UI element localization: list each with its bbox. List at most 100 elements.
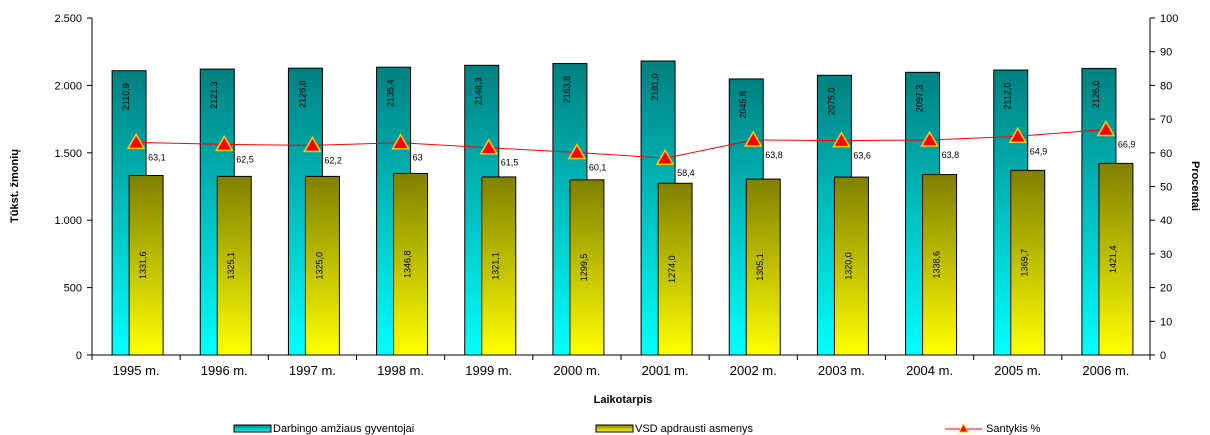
bar-label-working-age: 2128,8 [297,80,307,108]
y2-tick-label: 40 [1160,215,1172,227]
bar-label-vsd-insured: 1421,4 [1108,245,1118,273]
bar-vsd-insured [833,176,869,356]
bar-label-working-age: 2126,0 [1091,81,1101,109]
y2-tick-label: 80 [1160,80,1172,92]
x-tick-label: 1998 m. [377,363,424,378]
legend-label-bar1: Darbingo amžiaus gyventojai [273,423,414,435]
x-tick-label: 2006 m. [1082,363,1129,378]
ratio-label: 63,8 [765,150,783,160]
bar-label-vsd-insured: 1346,8 [403,250,413,278]
bar-label-working-age: 2135,4 [386,79,396,107]
x-tick-label: 1995 m. [113,363,160,378]
x-tick-label: 2000 m. [553,363,600,378]
bar-label-working-age: 2148,3 [474,78,484,106]
ratio-label: 61,5 [501,158,519,168]
bar-label-working-age: 2121,3 [209,81,219,109]
ratio-label: 64,9 [1030,146,1048,156]
ratio-label: 66,9 [1118,140,1136,150]
bar-vsd-insured [393,172,429,356]
y-tick-label: 2.000 [54,80,82,92]
bar-label-working-age: 2181,0 [650,73,660,101]
legend-item-bar2[interactable]: VSD apdrausti asmenys [595,423,753,435]
x-tick-label: 2001 m. [642,363,689,378]
legend-marker-line [958,422,969,433]
ratio-label: 62,5 [236,154,254,164]
y-tick-label: 1.000 [54,215,82,227]
y2-tick-label: 100 [1160,13,1178,25]
legend-swatch-bar2 [595,424,634,433]
x-tick-label: 1997 m. [289,363,336,378]
y2-tick-label: 30 [1160,249,1172,261]
ratio-marker [391,133,410,150]
ratio-label: 63 [413,153,423,163]
ratio-marker [920,130,939,147]
ratio-label: 63,6 [853,151,871,161]
y2-tick-label: 20 [1160,283,1172,295]
y-tick-label: 1.500 [54,148,82,160]
legend-swatch-bar1 [233,424,272,433]
bar-label-vsd-insured: 1320,0 [843,252,853,280]
bar-vsd-insured [481,176,517,356]
bar-vsd-insured [922,174,958,356]
ratio-marker [479,138,499,155]
ratio-label: 62,2 [324,155,342,165]
y-tick-label: 500 [64,283,82,295]
x-axis-title: Laikotarpis [594,394,653,406]
ratio-marker [126,132,146,150]
bar-label-vsd-insured: 1325,0 [314,252,324,280]
bar-label-working-age: 2097,3 [915,85,925,113]
y-tick-label: 0 [76,350,82,362]
x-tick-label: 2004 m. [906,363,953,378]
ratio-marker [1096,120,1116,137]
bar-label-working-age: 2112,0 [1003,83,1013,110]
bar-label-working-age: 2045,8 [738,91,748,119]
ratio-marker [655,148,675,165]
y2-axis-title: Procentai [1189,161,1201,211]
y-tick-label: 2.500 [54,13,82,25]
y2-tick-label: 0 [1160,350,1166,362]
ratio-marker [303,135,322,153]
ratio-marker [743,130,763,147]
bar-label-working-age: 2163,8 [562,76,572,104]
y2-tick-label: 90 [1160,47,1172,59]
bar-vsd-insured [1010,169,1046,356]
x-tick-label: 2002 m. [730,363,777,378]
legend: Darbingo amžiaus gyventojai VSD apdraust… [233,422,1041,435]
legend-label-line: Santykis % [986,423,1041,435]
legend-label-bar2: VSD apdrausti asmenys [635,423,753,435]
bar-label-working-age: 2110,9 [121,83,131,110]
bar-label-vsd-insured: 1325,1 [226,252,236,280]
bar-label-vsd-insured: 1331,6 [138,251,148,279]
ratio-marker [567,142,587,160]
ratio-label: 58,4 [677,168,695,178]
ratio-marker [832,131,851,148]
bar-vsd-insured [657,182,693,356]
ratio-label: 63,1 [148,152,166,162]
bar-label-vsd-insured: 1338,6 [932,251,942,279]
bar-label-working-age: 2075,0 [826,88,836,116]
y2-tick-label: 70 [1160,114,1172,126]
ratio-label: 63,8 [942,150,960,160]
bar-label-vsd-insured: 1274,0 [667,255,677,283]
y2-tick-label: 10 [1160,316,1172,328]
bar-vsd-insured [216,175,252,356]
ratio-marker [214,134,234,152]
bar-label-vsd-insured: 1305,1 [755,253,765,281]
bar-label-vsd-insured: 1321,1 [491,252,501,280]
legend-item-line[interactable]: Santykis % [945,422,1041,435]
bar-vsd-insured [745,178,781,356]
x-tick-label: 1996 m. [201,363,248,378]
bar-label-vsd-insured: 1369,7 [1020,249,1030,277]
ratio-line [136,129,1106,159]
y2-tick-label: 60 [1160,148,1172,160]
bar-vsd-insured [1098,162,1134,356]
bar-vsd-insured [304,175,340,356]
bar-vsd-insured [128,175,164,356]
y-axis-title: Tūkst. žmonių [9,149,21,223]
ratio-marker [1008,126,1028,144]
plot-area: 0 500 1.000 1.500 2.000 2.500 0 10 20 30 40 50 60 70 8… [54,13,1178,378]
x-tick-label: 1999 m. [465,363,512,378]
legend-item-bar1[interactable]: Darbingo amžiaus gyventojai [233,423,414,435]
ratio-label: 60,1 [589,162,607,172]
